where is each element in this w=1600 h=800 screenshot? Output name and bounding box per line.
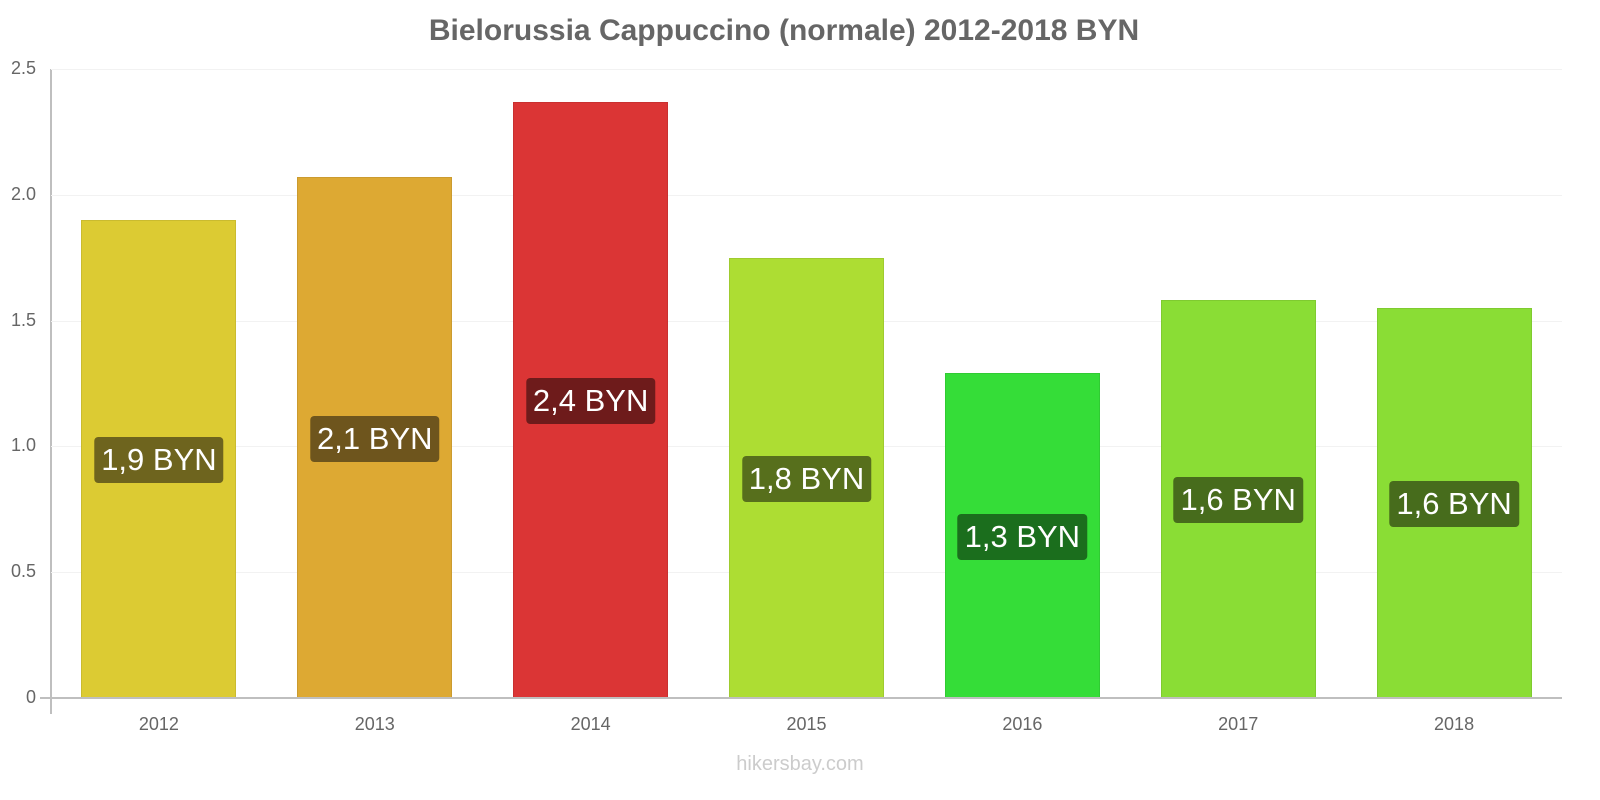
- bar-value-label: 1,9 BYN: [94, 436, 224, 483]
- x-tick-label: 2016: [1002, 714, 1043, 734]
- y-tick-label: 2.5: [10, 58, 36, 78]
- x-tick-label: 2017: [1218, 714, 1259, 734]
- y-axis-line: [50, 69, 52, 714]
- y-tick-label: 2.0: [10, 183, 36, 204]
- bar-value-label: 2,1 BYN: [310, 415, 440, 462]
- bar-2018[interactable]: 1,6 BYN: [1376, 308, 1532, 698]
- gridline: [51, 69, 1562, 70]
- y-tick-label: 1.5: [10, 309, 36, 330]
- y-tick-label: 1.0: [10, 435, 36, 456]
- y-tick-label: 0: [25, 687, 36, 707]
- watermark: hikersbay.com: [736, 753, 864, 775]
- x-tick-label: 2014: [570, 714, 611, 734]
- plot-area: 1,9 BYN 2,1 BYN 2,4 BYN 1,8 BYN 1,3 BYN 1,6 B…: [51, 69, 1562, 698]
- bar-value-label: 1,3 BYN: [957, 513, 1088, 560]
- x-tick-label: 2012: [138, 714, 179, 734]
- y-tick-label: 0.5: [10, 561, 36, 582]
- bar-2017[interactable]: 1,6 BYN: [1160, 300, 1316, 698]
- bar-2014[interactable]: 2,4 BYN: [513, 101, 669, 698]
- bar-2016[interactable]: 1,3 BYN: [944, 373, 1100, 698]
- x-tick-label: 2015: [786, 714, 827, 734]
- bar-value-label: 1,6 BYN: [1389, 481, 1519, 527]
- x-axis-line: [40, 697, 1562, 699]
- bar-value-label: 1,6 BYN: [1173, 477, 1303, 524]
- bar-2013[interactable]: 2,1 BYN: [297, 177, 453, 698]
- bar-2015[interactable]: 1,8 BYN: [729, 257, 884, 698]
- bar-2012[interactable]: 1,9 BYN: [81, 219, 237, 698]
- x-tick-label: 2018: [1434, 714, 1475, 734]
- chart-title: Bielorussia Cappuccino (normale) 2012-20…: [428, 14, 1140, 47]
- gridline: [51, 194, 1562, 196]
- x-tick-label: 2013: [354, 714, 395, 734]
- bar-value-label: 2,4 BYN: [525, 377, 656, 424]
- bar-value-label: 1,8 BYN: [741, 455, 872, 502]
